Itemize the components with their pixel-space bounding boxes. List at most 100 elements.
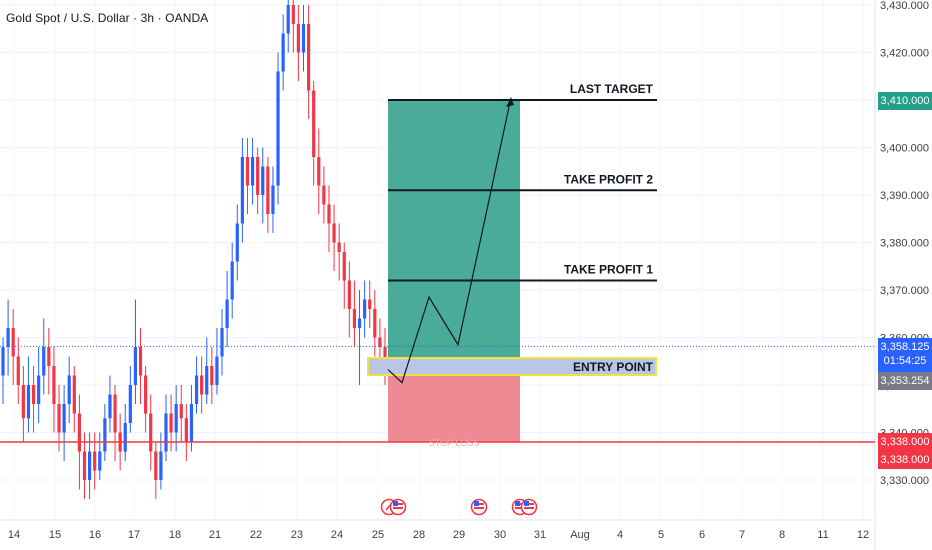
- candle: [271, 166, 275, 233]
- x-tick-label: 22: [250, 529, 262, 541]
- x-tick-label: 21: [209, 529, 221, 541]
- candle-body: [189, 404, 194, 442]
- y-tick-label: 3,420.000: [880, 48, 929, 60]
- candle-body: [144, 375, 148, 414]
- level-label: TAKE PROFIT 1: [564, 263, 653, 277]
- candle: [16, 337, 20, 404]
- candle: [250, 138, 255, 205]
- candle-body: [87, 451, 92, 480]
- candle-body: [52, 366, 56, 404]
- candle-body: [108, 394, 112, 419]
- candle: [37, 347, 41, 423]
- candle: [82, 432, 87, 499]
- entry-box: [367, 357, 657, 376]
- candle: [215, 328, 219, 395]
- candle-body: [347, 280, 351, 309]
- x-tick-label: 30: [494, 529, 506, 541]
- candle: [113, 385, 117, 461]
- candle-body: [169, 413, 173, 433]
- candle: [230, 242, 234, 319]
- candle-body: [296, 24, 301, 53]
- event-icons: [380, 498, 538, 516]
- candle-body: [378, 337, 382, 347]
- candle: [210, 347, 214, 404]
- candle-body: [16, 356, 20, 385]
- candle-body: [200, 375, 204, 395]
- stop-zone: [388, 369, 520, 442]
- candle: [261, 147, 265, 224]
- candle: [149, 394, 153, 471]
- candle-body: [373, 309, 377, 338]
- candle: [373, 290, 377, 357]
- candle: [123, 404, 127, 461]
- candle: [225, 271, 229, 347]
- symbol-title[interactable]: Gold Spot / U.S. Dollar · 3h · OANDA: [6, 11, 209, 25]
- candle-body: [210, 366, 214, 385]
- candle: [184, 404, 188, 461]
- candle-body: [98, 451, 102, 471]
- candle: [128, 366, 132, 433]
- candle-body: [363, 299, 367, 319]
- candle-body: [47, 347, 51, 366]
- candle-body: [235, 223, 239, 262]
- countdown: 01:54:25: [883, 355, 927, 367]
- candle-body: [179, 404, 183, 419]
- candle-body: [317, 157, 321, 186]
- x-tick-label: 4: [617, 529, 623, 541]
- candle-body: [301, 24, 306, 53]
- candle: [363, 280, 367, 338]
- candle: [332, 204, 336, 271]
- candle-body: [26, 385, 31, 419]
- candle-body: [11, 328, 15, 357]
- candle: [179, 385, 183, 442]
- current-price-tag: 3,358.125 01:54:25: [878, 338, 932, 372]
- candle: [286, 0, 290, 53]
- candle: [47, 328, 51, 395]
- x-tick-label: 17: [128, 529, 140, 541]
- x-tick-label: 12: [857, 529, 869, 541]
- candle: [98, 432, 102, 480]
- x-tick-label: 15: [49, 529, 61, 541]
- candle-body: [184, 418, 188, 442]
- candle-body: [174, 404, 178, 433]
- candle-body: [164, 413, 168, 452]
- us-flag-icon[interactable]: [470, 498, 488, 516]
- candle-body: [31, 385, 36, 404]
- candle: [159, 432, 163, 490]
- us-flag-icon[interactable]: [389, 498, 407, 516]
- candle: [281, 14, 285, 91]
- candle-body: [250, 157, 255, 186]
- candle-body: [93, 451, 97, 471]
- candle: [368, 280, 372, 328]
- candle-body: [383, 347, 387, 362]
- candle: [138, 328, 143, 404]
- candle-body: [128, 385, 132, 423]
- x-tick-label: 5: [658, 529, 664, 541]
- candle: [307, 5, 311, 119]
- candle: [144, 366, 148, 433]
- candle-body: [1, 347, 5, 376]
- candle-body: [281, 33, 285, 72]
- candle: [93, 432, 97, 490]
- candle-body: [337, 242, 341, 252]
- y-tick-label: 3,430.000: [880, 0, 929, 12]
- level-label: TAKE PROFIT 2: [564, 172, 653, 186]
- candle: [317, 128, 321, 214]
- target-price-tag: 3,410.000: [878, 92, 932, 110]
- us-flag-icon[interactable]: [520, 498, 538, 516]
- candle: [342, 242, 346, 309]
- candle: [26, 356, 31, 433]
- candle-body: [37, 375, 41, 404]
- candle-body: [123, 423, 127, 452]
- candle: [327, 185, 331, 252]
- candle: [87, 432, 92, 499]
- candle: [266, 157, 270, 233]
- candle: [312, 81, 316, 186]
- candle-body: [276, 71, 280, 186]
- candle: [383, 328, 387, 385]
- candle-body: [286, 5, 290, 34]
- x-tick-label: 8: [779, 529, 785, 541]
- candle: [220, 309, 224, 376]
- candle: [194, 356, 199, 414]
